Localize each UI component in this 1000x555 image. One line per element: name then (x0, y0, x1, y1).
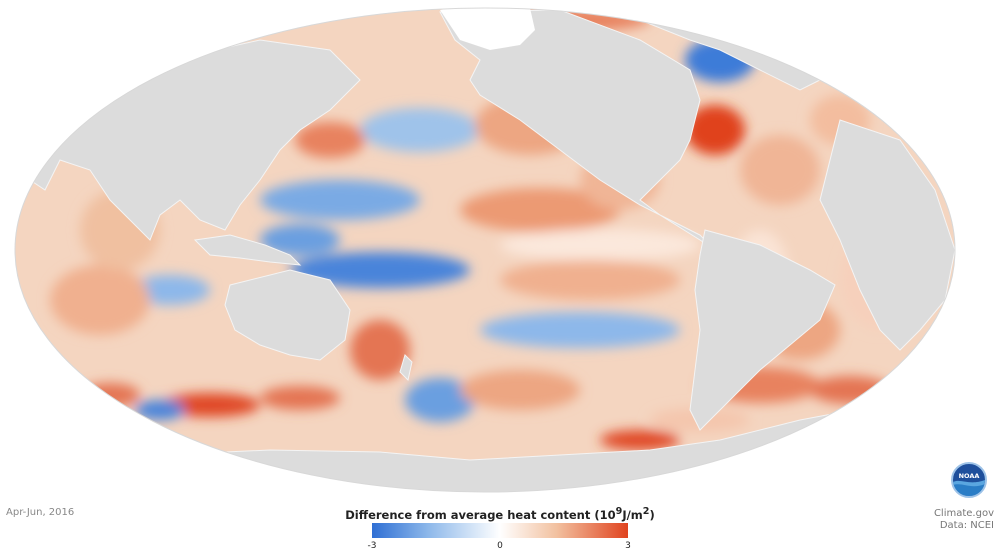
legend-title-close: ) (649, 507, 655, 522)
land-new-zealand (399, 354, 413, 381)
noaa-logo-mark: NOAA (953, 472, 985, 496)
date-label: Apr-Jun, 2016 (6, 507, 75, 518)
legend-title-exponent-2: 2 (642, 506, 650, 517)
legend-mid-label: 0 (497, 541, 503, 551)
land-africa (819, 119, 955, 351)
noaa-logo: NOAA (951, 462, 987, 498)
legend-max-label: 3 (625, 541, 631, 551)
noaa-logo-text: NOAA (959, 472, 980, 480)
legend-min-label: -3 (367, 541, 377, 551)
legend-color-bar (372, 523, 628, 538)
arctic-sea-ice (440, 8, 535, 50)
credit-data-source: Data: NCEI (939, 520, 994, 531)
land-indonesia (193, 234, 302, 266)
legend-title-exponent: 9 (615, 506, 623, 517)
credit-site[interactable]: Climate.gov (933, 508, 994, 519)
ocean-heat-map (14, 7, 956, 493)
land-south-america (689, 229, 836, 431)
legend-title-text: Difference from average heat content (10 (345, 507, 616, 522)
land-australia (224, 269, 351, 361)
legend-title-unit: J/m (622, 507, 643, 522)
legend-title: Difference from average heat content (10… (300, 506, 700, 522)
